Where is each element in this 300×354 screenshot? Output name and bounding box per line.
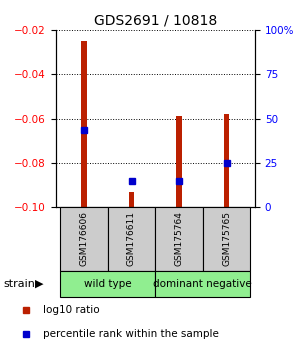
Bar — [108, 207, 155, 271]
Text: GSM176611: GSM176611 — [127, 211, 136, 267]
Bar — [155, 207, 203, 271]
Text: dominant negative: dominant negative — [153, 279, 252, 289]
Text: GSM175765: GSM175765 — [222, 211, 231, 267]
Text: ▶: ▶ — [35, 279, 43, 289]
Text: strain: strain — [3, 279, 35, 289]
Bar — [203, 207, 250, 271]
Bar — [129, 192, 134, 207]
Bar — [155, 271, 250, 297]
Text: GSM175764: GSM175764 — [175, 211, 184, 267]
Text: log10 ratio: log10 ratio — [43, 305, 99, 315]
Bar — [81, 41, 87, 207]
Bar — [176, 116, 182, 207]
Bar — [224, 114, 230, 207]
Text: GSM176606: GSM176606 — [80, 211, 88, 267]
Text: percentile rank within the sample: percentile rank within the sample — [43, 329, 218, 339]
Title: GDS2691 / 10818: GDS2691 / 10818 — [94, 13, 217, 28]
Bar — [60, 271, 155, 297]
Bar — [60, 207, 108, 271]
Text: wild type: wild type — [84, 279, 132, 289]
